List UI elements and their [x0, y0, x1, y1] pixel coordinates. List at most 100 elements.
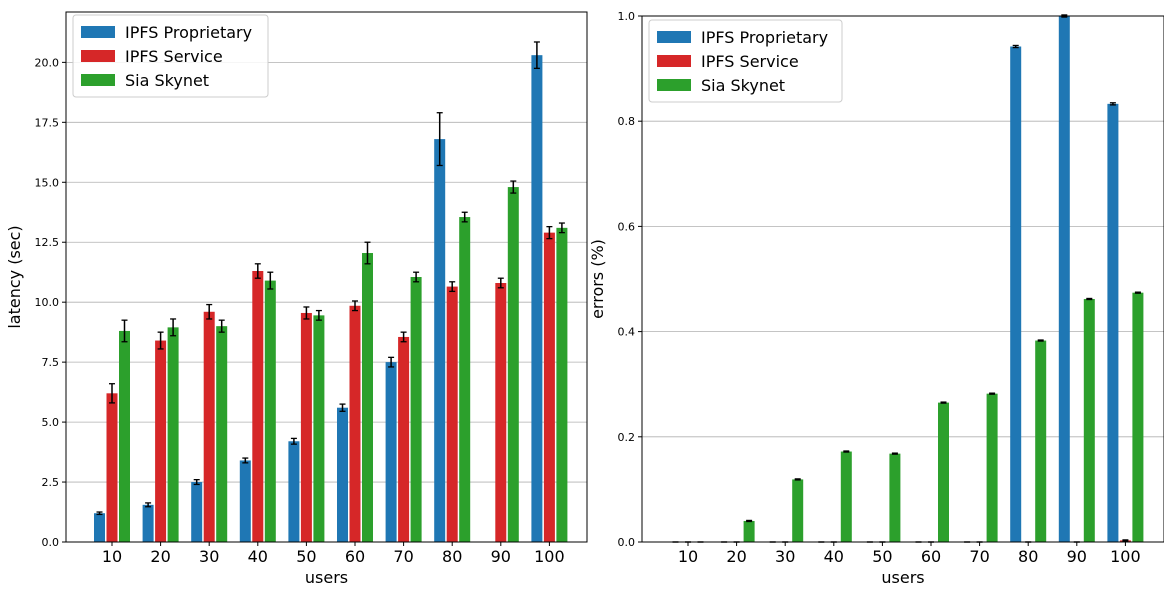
legend-swatch-ipfs-proprietary — [657, 31, 691, 43]
legend-box — [648, 19, 843, 103]
bar-ipfs-proprietary — [239, 460, 251, 542]
bar-ipfs-proprietary — [1107, 103, 1119, 542]
x-tick-label: 20 — [726, 547, 746, 566]
plot-frame — [65, 11, 588, 543]
y-axis-label: latency (sec) — [5, 225, 24, 328]
legend-swatch-ipfs-service — [657, 55, 691, 67]
x-tick-label: 90 — [1067, 547, 1087, 566]
y-tick-label: 0.0 — [42, 536, 60, 549]
bar-sia-skynet — [119, 330, 130, 542]
x-tick-label: 100 — [1110, 547, 1141, 566]
bar-sia-skynet — [264, 280, 276, 542]
y-tick-label: 20.0 — [35, 56, 60, 69]
bar-sia-skynet — [938, 402, 949, 542]
bar-ipfs-proprietary — [337, 407, 348, 542]
y-tick-label: 0.4 — [618, 326, 636, 339]
y-tick-label: 5.0 — [42, 416, 60, 429]
x-tick-label: 30 — [199, 547, 219, 566]
bar-sia-skynet — [840, 451, 852, 542]
x-tick-label: 60 — [345, 547, 365, 566]
bar-sia-skynet — [986, 393, 998, 542]
legend-label: Sia Skynet — [125, 71, 209, 90]
x-tick-label: 40 — [248, 547, 268, 566]
legend-swatch-sia-skynet — [657, 79, 691, 91]
x-tick-label: 80 — [442, 547, 462, 566]
legend: IPFS Proprietary IPFS Service Sia Skynet — [72, 14, 269, 98]
x-tick-label: 30 — [775, 547, 795, 566]
bar-ipfs-proprietary — [434, 139, 446, 542]
bar-ipfs-proprietary — [1010, 46, 1022, 543]
x-tick-label: 60 — [921, 547, 941, 566]
y-tick-label: 10.0 — [35, 296, 60, 309]
legend-swatch-ipfs-service — [81, 50, 115, 62]
x-tick-label: 100 — [534, 547, 565, 566]
x-tick-label: 50 — [296, 547, 316, 566]
x-tick-label: 90 — [491, 547, 511, 566]
bar-sia-skynet — [1132, 292, 1144, 542]
legend-label: IPFS Service — [125, 47, 223, 66]
bar-sia-skynet — [410, 277, 422, 542]
x-tick-label: 10 — [678, 547, 698, 566]
bar-sia-skynet — [216, 326, 228, 542]
x-tick-label: 50 — [872, 547, 892, 566]
y-tick-label: 12.5 — [35, 236, 60, 249]
bar-sia-skynet — [459, 217, 471, 543]
bar-ipfs-service — [300, 312, 312, 542]
y-tick-label: 0.2 — [618, 431, 636, 444]
x-tick-label: 70 — [393, 547, 413, 566]
y-tick-label: 7.5 — [42, 356, 60, 369]
bar-ipfs-service — [155, 340, 167, 542]
bar-ipfs-service — [495, 282, 507, 542]
x-axis-label: users — [305, 568, 348, 585]
y-tick-label: 2.5 — [42, 476, 60, 489]
legend-swatch-sia-skynet — [81, 74, 115, 86]
legend-label: Sia Skynet — [701, 76, 785, 95]
bar-sia-skynet — [507, 187, 519, 542]
chart-panel-2: 10 20 30 40 50 60 70 80 90 100 0.0 0.2 0.4 0.6 0.8 1.0 u… — [588, 10, 1164, 587]
y-tick-label: 0.0 — [618, 536, 636, 549]
bar-ipfs-proprietary — [288, 441, 300, 542]
y-axis-label: errors (%) — [588, 239, 607, 319]
bar-ipfs-proprietary — [94, 513, 105, 542]
bar-sia-skynet — [792, 479, 804, 542]
bar-sia-skynet — [362, 253, 373, 542]
bar-ipfs-service — [398, 336, 410, 542]
bar-ipfs-proprietary — [531, 55, 543, 542]
bar-sia-skynet — [1035, 340, 1047, 542]
bar-sia-skynet — [1083, 298, 1095, 542]
legend-label: IPFS Service — [701, 52, 799, 71]
x-tick-label: 70 — [969, 547, 989, 566]
legend-box — [72, 14, 269, 98]
bar-ipfs-service — [446, 286, 458, 542]
y-tick-label: 15.0 — [35, 176, 60, 189]
bar-sia-skynet — [167, 327, 179, 542]
bar-ipfs-service — [252, 271, 264, 542]
y-tick-label: 0.6 — [618, 220, 636, 233]
bar-ipfs-service — [349, 305, 361, 542]
bar-sia-skynet — [556, 227, 568, 542]
plot-frame — [641, 15, 1164, 543]
y-tick-label: 0.8 — [618, 115, 636, 128]
chart-panel-1: 10 20 30 40 50 60 70 80 90 100 0.0 2.5 5.0 7.5 10.0 12.… — [5, 11, 588, 587]
y-tick-label: 1.0 — [618, 10, 636, 23]
bar-ipfs-proprietary — [385, 362, 397, 542]
legend-swatch-ipfs-proprietary — [81, 26, 115, 38]
bar-ipfs-proprietary — [1058, 16, 1070, 542]
bar-ipfs-service — [543, 232, 555, 542]
x-tick-label: 20 — [150, 547, 170, 566]
legend-label: IPFS Proprietary — [125, 23, 252, 42]
x-tick-label: 40 — [824, 547, 844, 566]
bar-ipfs-service — [106, 393, 118, 542]
x-tick-label: 10 — [102, 547, 122, 566]
bar-sia-skynet — [889, 453, 901, 542]
bar-ipfs-proprietary — [191, 482, 203, 542]
legend: IPFS Proprietary IPFS Service Sia Skynet — [648, 19, 843, 103]
x-tick-label: 80 — [1018, 547, 1038, 566]
bar-ipfs-proprietary — [142, 504, 154, 542]
bar-ipfs-service — [203, 311, 215, 542]
y-tick-label: 17.5 — [35, 116, 60, 129]
x-axis-label: users — [881, 568, 924, 585]
bar-sia-skynet — [313, 315, 325, 542]
